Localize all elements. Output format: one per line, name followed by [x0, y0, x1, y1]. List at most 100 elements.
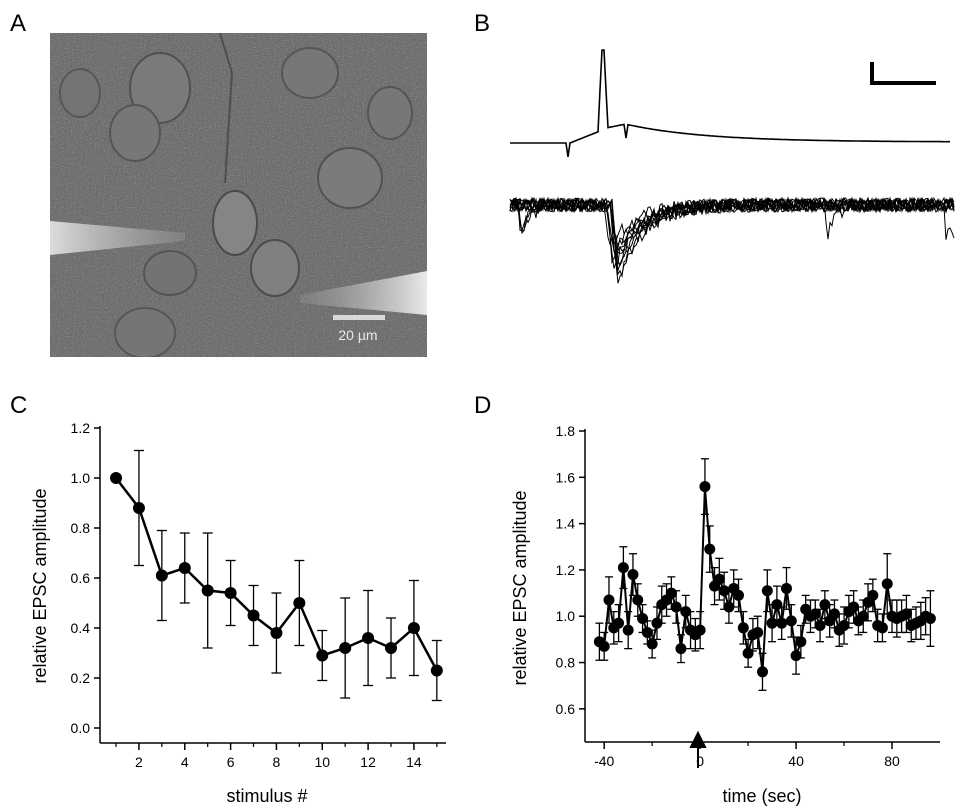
data-point — [670, 601, 682, 613]
data-point — [699, 481, 711, 493]
data-point — [848, 601, 860, 613]
data-point — [713, 573, 725, 585]
data-point — [876, 622, 888, 634]
data-point — [694, 624, 706, 636]
chart-d: 0.6 0.8 1.0 1.2 1.4 1.6 1.8 -40 0 40 80 time (sec)… — [510, 423, 940, 806]
y-tick-label: 1.2 — [556, 562, 576, 578]
data-point — [780, 582, 792, 594]
data-point — [430, 664, 443, 677]
data-point — [132, 502, 145, 514]
x-tick-label: 4 — [181, 754, 189, 770]
data-point — [627, 569, 639, 581]
data-point — [733, 589, 745, 601]
epsc-trace — [509, 197, 955, 269]
d-ylabel: relative EPSC amplitude — [510, 490, 530, 685]
data-point — [651, 617, 663, 629]
x-tick-label: 40 — [788, 753, 804, 769]
data-point — [795, 636, 807, 648]
data-point — [155, 569, 168, 582]
data-point — [641, 626, 653, 638]
data-point — [201, 584, 214, 597]
x-tick-label: 0 — [696, 753, 704, 769]
c-ylabel: relative EPSC amplitude — [30, 488, 50, 683]
data-point — [680, 606, 692, 618]
x-tick-label: 2 — [135, 754, 143, 770]
scale-bar-label: 20 µm — [338, 327, 377, 343]
data-point — [785, 615, 797, 627]
y-tick-label: 0.8 — [71, 520, 91, 536]
c-xlabel: stimulus # — [226, 786, 307, 806]
panel-label-b: B — [474, 10, 491, 37]
data-point — [362, 632, 375, 644]
data-point — [598, 640, 610, 652]
data-point — [757, 666, 768, 678]
panel-label-d: D — [474, 392, 492, 419]
panel-label-a: A — [10, 10, 27, 37]
y-tick-label: 1.6 — [556, 469, 576, 485]
y-tick-label: 0.0 — [71, 720, 91, 736]
x-tick-label: 10 — [314, 754, 330, 770]
x-tick-label: 80 — [884, 753, 900, 769]
data-point — [809, 608, 821, 620]
series-line — [598, 486, 931, 672]
epsc-trace — [509, 196, 955, 265]
data-point — [339, 642, 352, 654]
data-point — [632, 594, 644, 606]
data-point — [742, 647, 754, 659]
y-tick-label: 1.0 — [71, 470, 91, 486]
data-point — [637, 613, 649, 625]
data-point — [737, 622, 749, 634]
data-point — [704, 543, 716, 555]
data-point — [814, 619, 826, 631]
data-point — [857, 610, 869, 622]
scale-bar-icon — [870, 62, 936, 85]
panel-label-c: C — [10, 392, 28, 419]
data-point — [838, 619, 850, 631]
data-point — [247, 609, 260, 622]
data-point — [407, 622, 420, 634]
data-point — [622, 624, 634, 636]
data-point — [766, 617, 778, 629]
data-point — [270, 627, 283, 639]
d-xlabel: time (sec) — [722, 786, 801, 806]
epsc-trace — [509, 196, 955, 284]
data-point — [110, 472, 123, 484]
y-tick-label: 0.2 — [71, 670, 91, 686]
x-tick-label: 8 — [273, 754, 281, 770]
y-tick-label: 1.8 — [556, 423, 576, 439]
data-point — [293, 597, 306, 609]
data-point — [771, 599, 783, 611]
data-point — [603, 594, 615, 606]
data-point — [617, 562, 629, 574]
data-point — [900, 608, 912, 620]
y-tick-label: 1.0 — [556, 608, 576, 624]
x-tick-label: 14 — [406, 754, 422, 770]
x-tick-label: 6 — [227, 754, 235, 770]
data-point — [613, 617, 625, 629]
traces-svg — [509, 49, 955, 284]
data-point — [776, 617, 788, 629]
data-point — [828, 608, 840, 620]
data-point — [178, 562, 191, 574]
epsc-traces — [509, 196, 955, 284]
data-point — [881, 578, 893, 590]
stimulus-arrow-icon — [689, 730, 707, 768]
data-point — [224, 587, 237, 599]
y-tick-label: 0.6 — [71, 570, 91, 586]
data-point — [675, 643, 687, 655]
data-point — [718, 585, 730, 597]
traces-panel — [500, 20, 961, 340]
action-potential-trace — [510, 49, 950, 158]
data-point — [867, 589, 879, 601]
data-point — [752, 626, 764, 638]
chart-c: 0.0 0.2 0.4 0.6 0.8 1.0 1.2 2 4 6 8 10 12 14 stimulus… — [30, 420, 446, 806]
data-point — [385, 642, 398, 654]
y-tick-label: 1.2 — [71, 420, 91, 436]
y-tick-label: 0.4 — [71, 620, 91, 636]
data-point — [819, 599, 831, 611]
y-tick-label: 1.4 — [556, 516, 576, 532]
scale-bar — [333, 315, 385, 320]
x-tick-label: 12 — [360, 754, 376, 770]
micrograph-panel: 20 µm — [50, 33, 427, 357]
data-point — [723, 601, 735, 613]
